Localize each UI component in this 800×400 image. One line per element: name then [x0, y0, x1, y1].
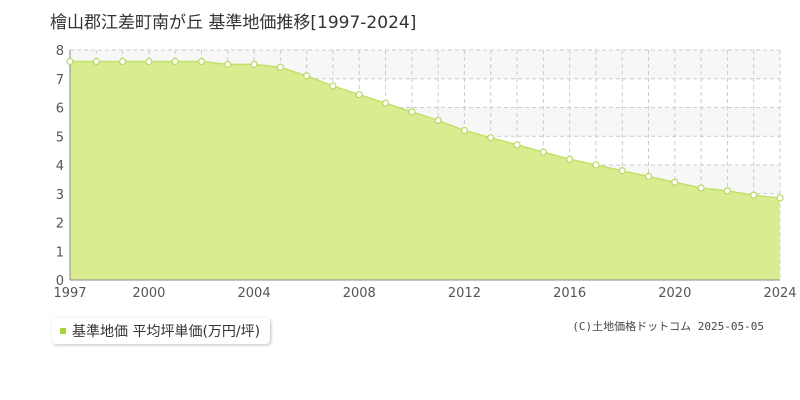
data-point [355, 90, 363, 99]
series-line [70, 60, 781, 199]
y-tick-label: 8 [56, 44, 64, 59]
y-tick-label: 2 [56, 217, 64, 232]
data-point [303, 72, 311, 80]
legend-swatch [60, 328, 66, 334]
marker-layer [66, 57, 784, 202]
data-point [434, 116, 442, 125]
x-tick-label: 2000 [132, 286, 165, 301]
axis-layer [69, 50, 780, 281]
x-tick-label: 2004 [238, 286, 271, 301]
y-tick-label: 7 [56, 73, 64, 88]
x-tick-label: 2008 [343, 286, 376, 301]
data-point [197, 57, 206, 66]
copyright-text: (C)土地価格ドットコム 2025-05-05 [572, 320, 764, 333]
data-point [408, 108, 416, 116]
x-tick-label: 2016 [553, 286, 586, 301]
y-tick-label: 0 [56, 274, 64, 289]
label-layer: 0 1 2 3 4 5 6 7 8 1997 2000 2004 2008 2012 2016 2020 202… [53, 44, 796, 301]
data-point [92, 57, 100, 66]
x-tick-label: 2020 [658, 286, 691, 301]
x-tick-label: 2012 [448, 286, 481, 301]
y-tick-label: 5 [56, 130, 64, 145]
data-point [592, 161, 600, 169]
data-point [723, 187, 732, 195]
data-point [66, 57, 74, 66]
data-point [224, 60, 232, 68]
data-point [776, 194, 784, 202]
data-point [671, 178, 679, 186]
data-point [171, 57, 179, 66]
data-point [250, 60, 258, 68]
x-tick-label: 1997 [53, 286, 86, 301]
data-point [145, 57, 153, 66]
y-tick-label: 6 [56, 102, 64, 117]
data-point [697, 184, 705, 192]
data-point [566, 155, 574, 163]
data-point [539, 148, 547, 156]
data-point [618, 167, 626, 175]
legend: 基準地価 平均坪単価(万円/坪) [52, 318, 271, 344]
chart-title: 檜山郡江差町南が丘 基準地価推移[1997-2024] [50, 13, 417, 33]
data-point [329, 82, 337, 90]
data-point [513, 141, 521, 149]
data-point [487, 134, 495, 142]
data-point [644, 172, 653, 181]
data-point [118, 57, 127, 66]
data-point [381, 99, 390, 107]
x-tick-label: 2024 [763, 286, 796, 301]
area-layer [70, 60, 781, 280]
y-tick-label: 1 [56, 245, 64, 260]
data-point [276, 63, 284, 71]
legend-label: 基準地価 平均坪単価(万円/坪) [72, 324, 261, 340]
y-tick-label: 3 [56, 188, 64, 203]
series-area [70, 61, 780, 280]
data-point [750, 191, 758, 199]
y-tick-label: 4 [56, 159, 64, 174]
data-point [460, 126, 469, 135]
